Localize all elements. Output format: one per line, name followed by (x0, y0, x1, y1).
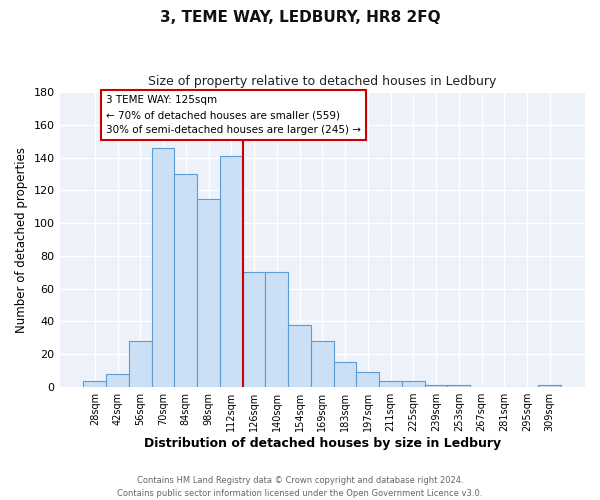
Bar (152, 148, 175, 387)
Bar (288, 325, 311, 387)
Text: 3, TEME WAY, LEDBURY, HR8 2FQ: 3, TEME WAY, LEDBURY, HR8 2FQ (160, 10, 440, 25)
Bar (106, 374, 129, 387)
Bar (197, 198, 220, 387)
Title: Size of property relative to detached houses in Ledbury: Size of property relative to detached ho… (148, 75, 496, 88)
Bar (129, 341, 152, 387)
Y-axis label: Number of detached properties: Number of detached properties (15, 146, 28, 332)
Bar (175, 174, 197, 387)
X-axis label: Distribution of detached houses by size in Ledbury: Distribution of detached houses by size … (144, 437, 501, 450)
Bar (425, 386, 448, 387)
Bar (311, 341, 334, 387)
Bar (356, 372, 379, 387)
Text: Contains HM Land Registry data © Crown copyright and database right 2024.
Contai: Contains HM Land Registry data © Crown c… (118, 476, 482, 498)
Text: 3 TEME WAY: 125sqm
← 70% of detached houses are smaller (559)
30% of semi-detach: 3 TEME WAY: 125sqm ← 70% of detached hou… (106, 95, 361, 135)
Bar (448, 386, 470, 387)
Bar (334, 362, 356, 387)
Bar (265, 272, 288, 387)
Bar (538, 386, 561, 387)
Bar (379, 380, 402, 387)
Bar (242, 272, 265, 387)
Bar (83, 380, 106, 387)
Bar (402, 380, 425, 387)
Bar (220, 156, 242, 387)
